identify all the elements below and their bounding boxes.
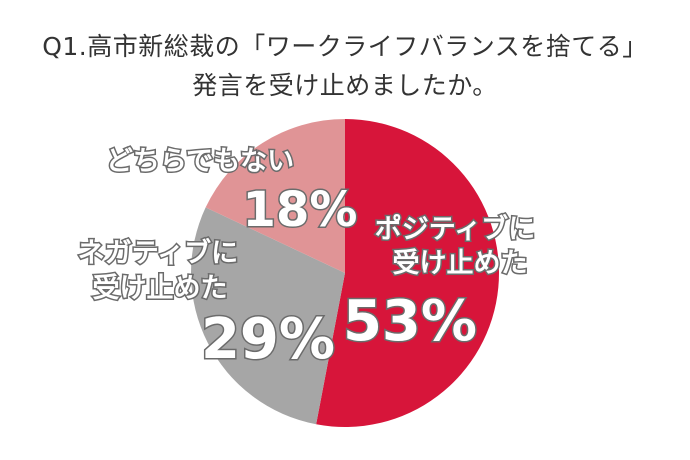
- pie-slice-neutral: [205, 119, 345, 273]
- slice-value-positive: 53%: [343, 289, 477, 354]
- chart-title-line2: 発言を受け止めましたか。: [192, 71, 498, 100]
- slice-label-negative-line1: ネガティブに: [78, 237, 238, 269]
- chart-title-line1: Q1.高市新総裁の「ワークライフバランスを捨てる」: [42, 32, 648, 61]
- slice-label-neutral: どちらでもない: [106, 146, 294, 177]
- slice-value-negative: 29%: [201, 307, 335, 372]
- slice-label-positive-line1: ポジティブに: [375, 213, 535, 245]
- slice-label-positive-line2: 受け止めた: [393, 247, 528, 279]
- pie-slice-positive: [316, 119, 499, 427]
- slice-value-neutral: 18%: [243, 182, 358, 238]
- pie-slice-negative: [190, 207, 345, 425]
- slice-label-negative-line2: 受け止めた: [93, 272, 228, 304]
